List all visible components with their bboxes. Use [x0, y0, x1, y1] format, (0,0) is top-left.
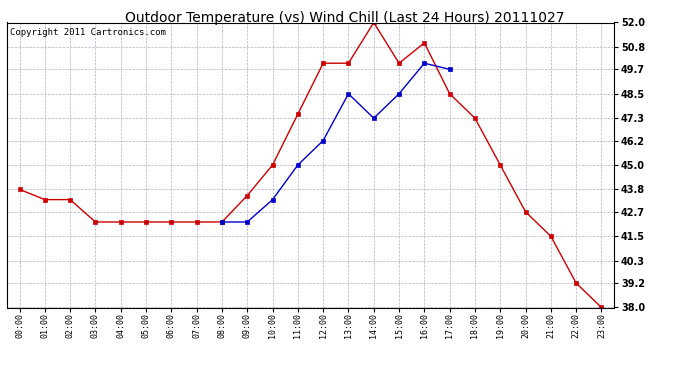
Text: Copyright 2011 Cartronics.com: Copyright 2011 Cartronics.com	[10, 28, 166, 37]
Text: Outdoor Temperature (vs) Wind Chill (Last 24 Hours) 20111027: Outdoor Temperature (vs) Wind Chill (Las…	[126, 11, 564, 25]
